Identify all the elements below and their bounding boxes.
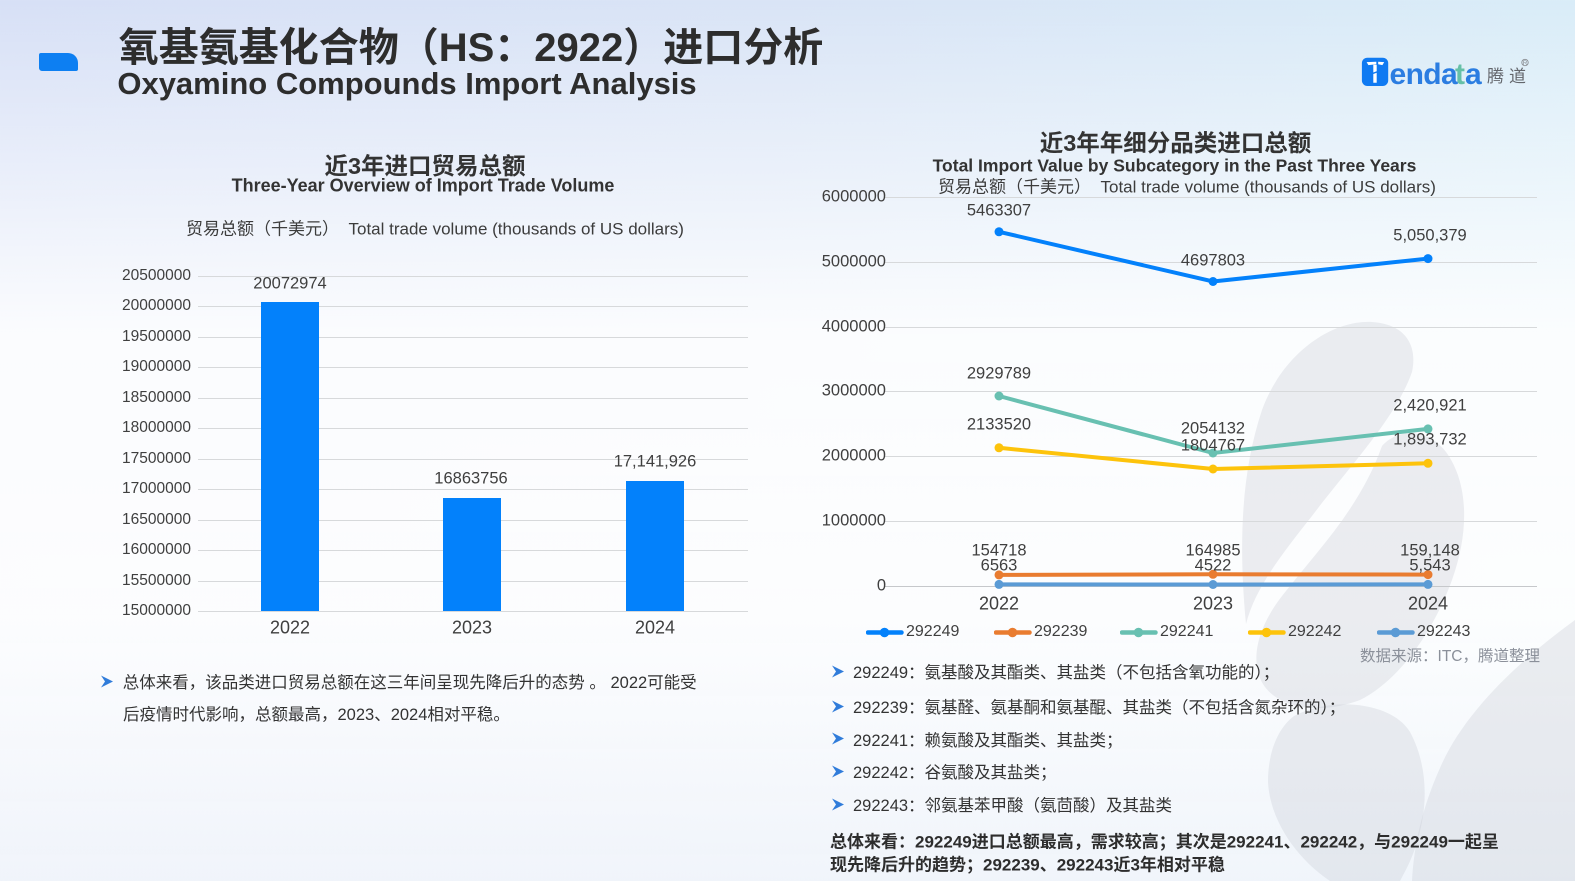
svg-text:enda: enda	[1390, 58, 1459, 91]
svg-text:R: R	[1523, 60, 1528, 67]
svg-text:t: t	[1455, 58, 1465, 91]
svg-text:a: a	[1465, 58, 1482, 91]
svg-text:腾道: 腾道	[1487, 62, 1531, 87]
